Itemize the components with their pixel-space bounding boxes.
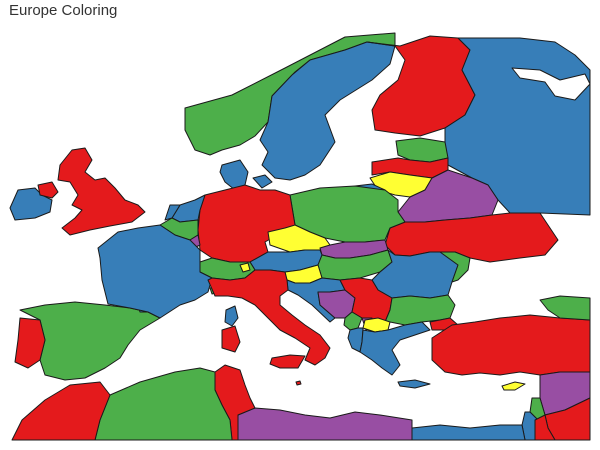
region-crete[interactable] [397,379,431,389]
region-cyprus[interactable] [501,381,526,391]
region-italy[interactable] [207,269,331,366]
region-northern-ireland[interactable] [37,181,59,199]
region-algeria[interactable] [94,367,233,441]
region-egypt[interactable] [411,424,526,441]
region-morocco[interactable] [11,381,111,441]
map-title: Europe Coloring [9,2,118,19]
region-portugal[interactable] [14,317,46,369]
region-moldova[interactable] [439,251,471,283]
region-malta[interactable] [295,380,302,386]
region-iceland-placeholder[interactable] [164,204,181,221]
region-greece[interactable] [359,321,431,376]
region-uk[interactable] [57,147,146,236]
region-estonia[interactable] [395,137,449,163]
region-sicily[interactable] [269,354,306,369]
region-liechtenstein[interactable] [239,262,251,273]
region-libya[interactable] [237,407,413,441]
region-sea-inlet [511,67,591,101]
region-france[interactable] [97,224,213,319]
region-germany[interactable] [197,184,296,263]
region-ireland[interactable] [9,187,53,221]
region-jordan[interactable] [534,414,556,441]
region-corsica[interactable] [224,305,239,327]
region-finland[interactable] [366,35,476,137]
region-sardinia[interactable] [221,325,241,353]
region-denmark-island[interactable] [252,174,273,189]
region-georgia[interactable] [539,295,591,321]
